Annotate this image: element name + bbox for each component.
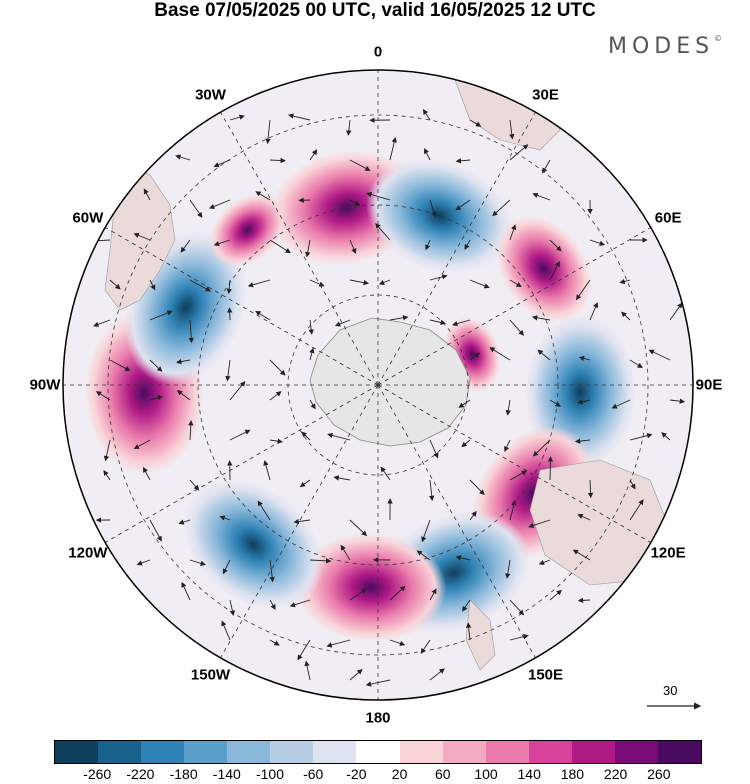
wind-vector bbox=[229, 308, 230, 320]
wind-vector bbox=[550, 457, 551, 480]
lon-label-120W: 120W bbox=[68, 544, 107, 561]
colorbar-tick: 140 bbox=[518, 766, 541, 782]
reference-vector-label: 30 bbox=[663, 683, 677, 698]
colorbar-segment-12 bbox=[572, 741, 615, 763]
colorbar-segment-8 bbox=[400, 741, 443, 763]
colorbar-ticks: -260 -220 -180 -140 -100 -60 -20 20 60 100 140 180 2… bbox=[0, 766, 750, 784]
lon-label-0: 0 bbox=[374, 44, 382, 61]
lon-label-90W: 90W bbox=[30, 377, 61, 394]
wind-vector bbox=[579, 600, 590, 601]
colorbar-tick: -140 bbox=[213, 766, 241, 782]
colorbar-segment-4 bbox=[227, 741, 270, 763]
lon-label-90E: 90E bbox=[696, 377, 723, 394]
colorbar-segment-11 bbox=[529, 741, 572, 763]
colorbar-tick: 20 bbox=[392, 766, 408, 782]
colorbar-tick: -60 bbox=[303, 766, 323, 782]
colorbar-tick: 180 bbox=[561, 766, 584, 782]
lon-label-30E: 30E bbox=[532, 86, 559, 103]
lon-label-150W: 150W bbox=[191, 667, 230, 684]
colorbar-segment-13 bbox=[615, 741, 658, 763]
colorbar-tick: -180 bbox=[170, 766, 198, 782]
colorbar-segment-2 bbox=[141, 741, 184, 763]
colorbar-tick: 100 bbox=[474, 766, 497, 782]
lon-label-150E: 150E bbox=[528, 667, 563, 684]
lon-label-120E: 120E bbox=[651, 544, 686, 561]
colorbar-segment-7 bbox=[356, 741, 399, 763]
colorbar-tick: 220 bbox=[604, 766, 627, 782]
colorbar-segment-6 bbox=[313, 741, 356, 763]
lon-label-180: 180 bbox=[365, 710, 390, 727]
colorbar bbox=[54, 740, 702, 764]
colorbar-segment-0 bbox=[55, 741, 98, 763]
lon-label-60W: 60W bbox=[72, 209, 103, 226]
colorbar-segment-1 bbox=[98, 741, 141, 763]
colorbar-tick: -100 bbox=[256, 766, 284, 782]
colorbar-segment-14 bbox=[658, 741, 701, 763]
colorbar-segment-10 bbox=[486, 741, 529, 763]
colorbar-tick: -260 bbox=[83, 766, 111, 782]
colorbar-tick: 260 bbox=[647, 766, 670, 782]
lon-label-30W: 30W bbox=[195, 86, 226, 103]
colorbar-segment-3 bbox=[184, 741, 227, 763]
colorbar-tick: -20 bbox=[346, 766, 366, 782]
colorbar-tick: -220 bbox=[126, 766, 154, 782]
polar-map bbox=[0, 0, 750, 730]
colorbar-tick: 60 bbox=[435, 766, 451, 782]
colorbar-segment-5 bbox=[270, 741, 313, 763]
lon-label-60E: 60E bbox=[655, 209, 682, 226]
colorbar-segment-9 bbox=[443, 741, 486, 763]
